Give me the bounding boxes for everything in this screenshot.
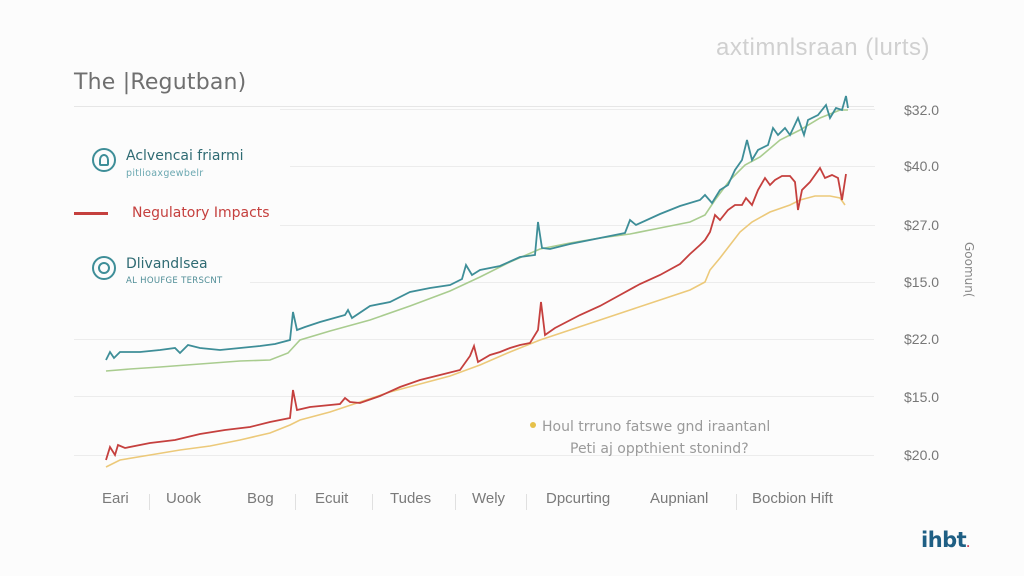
- yellow-dot-icon: [530, 422, 536, 428]
- gridline: [250, 282, 875, 283]
- legend-sublabel: pitlioaxgewbelr: [126, 168, 204, 179]
- x-tick-label: Eari: [102, 490, 129, 507]
- series-green-trend: [105, 109, 848, 372]
- gridline: [290, 166, 875, 167]
- legend-label: Aclvencai friarmi: [126, 148, 244, 164]
- annotation-line-2: Peti aj oppthient stonind?: [570, 441, 749, 457]
- y-tick-label: $22.0: [904, 331, 940, 347]
- legend-item-regulatory-impacts[interactable]: Negulatory Impacts: [74, 205, 270, 221]
- x-tick-separator: [372, 494, 373, 510]
- x-tick-label: Dpcurting: [546, 490, 611, 507]
- red-line-swatch-icon: [74, 212, 108, 215]
- brand-logo: ihbt.: [921, 528, 970, 552]
- logo-text: ihbt: [921, 528, 967, 552]
- y-tick-label: $27.0: [904, 217, 940, 233]
- legend-label: Dlivandlsea: [126, 256, 208, 272]
- legend-item-divandlsea[interactable]: Dlivandlsea AL HOUFGE TERSCNT: [92, 256, 223, 286]
- x-tick-separator: [736, 494, 737, 510]
- y-tick-label: $32.0: [904, 102, 940, 118]
- y-tick-label: $15.0: [904, 389, 940, 405]
- series-red: [105, 166, 847, 461]
- x-tick-label: Uook: [166, 490, 202, 507]
- legend-label: Negulatory Impacts: [132, 205, 270, 221]
- gridline: [74, 455, 874, 456]
- refresh-circle-icon: [92, 256, 116, 280]
- x-tick-label: Wely: [472, 490, 506, 507]
- gridline: [74, 396, 874, 397]
- annotation-line-1: Houl trruno fatswe gnd iraantanl: [542, 419, 771, 435]
- x-tick-separator: [526, 494, 527, 510]
- legend-item-advanced-trend[interactable]: Aclvencai friarmi pitlioaxgewbelr: [92, 148, 244, 179]
- y-tick-label: $40.0: [904, 158, 940, 174]
- series-teal: [105, 95, 849, 361]
- lightbulb-circle-icon: [92, 148, 116, 172]
- x-tick-label: Tudes: [390, 490, 432, 507]
- x-axis: Eari Uook Bog Ecuit Tudes Wely Dpcurting…: [90, 490, 870, 514]
- gridline: [74, 339, 874, 340]
- x-tick-label: Aupnianl: [650, 490, 709, 507]
- x-tick-label: Bocbion Hift: [752, 490, 833, 507]
- y-tick-label: $15.0: [904, 274, 940, 290]
- gridline: [280, 225, 875, 226]
- logo-dot: .: [966, 539, 970, 550]
- chart-title: The |Regutban): [74, 70, 247, 95]
- y-axis-title: Goomun(: [962, 242, 976, 298]
- title-divider: [74, 106, 874, 107]
- series-yellow: [105, 195, 846, 468]
- x-tick-separator: [149, 494, 150, 510]
- y-tick-label: $20.0: [904, 447, 940, 463]
- x-tick-separator: [455, 494, 456, 510]
- x-tick-label: Ecuit: [315, 490, 349, 507]
- x-tick-separator: [295, 494, 296, 510]
- x-tick-label: Bog: [247, 490, 274, 507]
- chart-corner-label: axtimnlsraan (lurts): [716, 34, 931, 61]
- chart-annotation: Houl trruno fatswe gnd iraantanl Peti aj…: [530, 419, 770, 457]
- gridline: [280, 109, 875, 110]
- legend-sublabel: AL HOUFGE TERSCNT: [126, 276, 223, 286]
